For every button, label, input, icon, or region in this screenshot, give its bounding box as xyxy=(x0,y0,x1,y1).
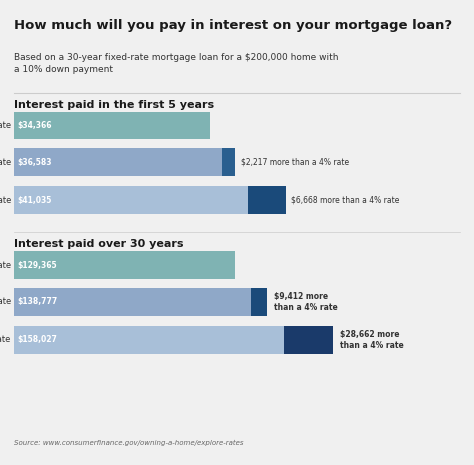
FancyBboxPatch shape xyxy=(222,148,235,176)
Text: How much will you pay in interest on your mortgage loan?: How much will you pay in interest on you… xyxy=(14,19,452,32)
FancyBboxPatch shape xyxy=(247,186,285,214)
Text: 4.75% interest rate: 4.75% interest rate xyxy=(0,196,11,205)
Text: 4.25% interest rate: 4.25% interest rate xyxy=(0,298,11,306)
Text: 4% interest rate: 4% interest rate xyxy=(0,260,11,270)
Text: $138,777: $138,777 xyxy=(18,298,58,306)
Text: Based on a 30-year fixed-rate mortgage loan for a $200,000 home with
a 10% down : Based on a 30-year fixed-rate mortgage l… xyxy=(14,53,339,74)
Text: $34,366: $34,366 xyxy=(17,121,52,130)
FancyBboxPatch shape xyxy=(14,251,235,279)
FancyBboxPatch shape xyxy=(284,326,333,354)
Text: $36,583: $36,583 xyxy=(17,158,52,167)
FancyBboxPatch shape xyxy=(14,326,284,354)
Text: $9,412 more
than a 4% rate: $9,412 more than a 4% rate xyxy=(274,292,337,312)
Text: Interest paid in the first 5 years: Interest paid in the first 5 years xyxy=(14,100,214,110)
Text: Source: www.consumerfinance.gov/owning-a-home/explore-rates: Source: www.consumerfinance.gov/owning-a… xyxy=(14,440,244,446)
Text: 4.25% interest rate: 4.25% interest rate xyxy=(0,158,11,167)
Text: $2,217 more than a 4% rate: $2,217 more than a 4% rate xyxy=(241,158,349,167)
Text: $6,668 more than a 4% rate: $6,668 more than a 4% rate xyxy=(291,196,400,205)
Text: 4% interest rate: 4% interest rate xyxy=(0,121,11,130)
FancyBboxPatch shape xyxy=(14,112,210,140)
Text: Interest paid over 30 years: Interest paid over 30 years xyxy=(14,239,184,250)
Text: $129,365: $129,365 xyxy=(18,260,57,270)
FancyBboxPatch shape xyxy=(251,288,267,316)
Text: $41,035: $41,035 xyxy=(17,196,52,205)
Text: $28,662 more
than a 4% rate: $28,662 more than a 4% rate xyxy=(339,330,403,350)
FancyBboxPatch shape xyxy=(14,148,222,176)
FancyBboxPatch shape xyxy=(14,186,247,214)
Text: $158,027: $158,027 xyxy=(18,335,57,344)
Text: 4.75% interest rate: 4.75% interest rate xyxy=(0,335,11,344)
FancyBboxPatch shape xyxy=(14,288,251,316)
